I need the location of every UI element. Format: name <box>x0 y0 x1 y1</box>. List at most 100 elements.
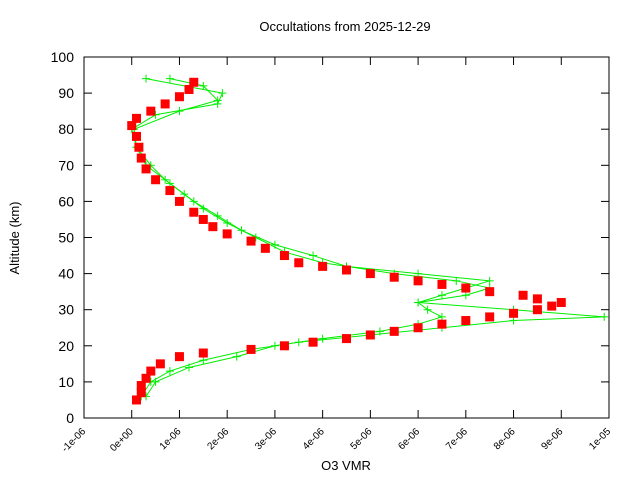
square-marker <box>208 222 218 232</box>
square-marker <box>413 323 423 333</box>
plus-marker <box>165 74 174 83</box>
y-tick-label: 20 <box>58 338 74 354</box>
square-marker <box>485 287 495 297</box>
x-tick-label: 7e-06 <box>444 426 470 452</box>
plus-marker <box>509 316 518 325</box>
square-marker <box>136 153 146 163</box>
plus-marker <box>218 89 227 98</box>
plus-marker <box>151 377 160 386</box>
y-tick-label: 100 <box>51 49 75 65</box>
square-marker <box>389 272 399 282</box>
chart-title: Occultations from 2025-12-29 <box>259 19 430 34</box>
y-tick-label: 10 <box>58 374 74 390</box>
square-marker <box>279 251 289 261</box>
square-marker <box>413 276 423 286</box>
square-marker <box>165 186 175 196</box>
square-marker <box>279 341 289 351</box>
x-tick-label: 2e-06 <box>205 426 231 452</box>
square-marker <box>198 214 208 224</box>
y-tick-label: 60 <box>58 193 74 209</box>
x-tick-label: 4e-06 <box>301 426 327 452</box>
square-marker <box>532 305 542 315</box>
plus-marker <box>213 96 222 105</box>
plus-marker <box>180 190 189 199</box>
plus-marker <box>223 219 232 228</box>
plus-marker <box>175 107 184 116</box>
y-axis-label: Altitude (km) <box>7 202 22 275</box>
plus-marker <box>437 312 446 321</box>
plus-marker <box>423 305 432 314</box>
square-marker <box>294 258 304 268</box>
square-marker <box>509 308 519 318</box>
y-tick-label: 0 <box>66 410 74 426</box>
y-tick-label: 30 <box>58 302 74 318</box>
square-marker <box>437 279 447 289</box>
square-marker <box>155 359 165 369</box>
x-tick-label: 6e-06 <box>396 426 422 452</box>
square-marker <box>136 381 146 391</box>
square-marker <box>132 131 141 141</box>
plus-marker <box>199 81 208 90</box>
square-marker <box>365 330 375 340</box>
plus-marker <box>232 352 241 361</box>
plus-marker <box>142 74 151 83</box>
plus-marker <box>318 334 327 343</box>
plus-marker <box>600 312 609 321</box>
x-tick-label: 3e-06 <box>253 426 279 452</box>
square-marker <box>160 99 170 109</box>
plus-marker <box>199 356 208 365</box>
square-marker <box>174 352 184 362</box>
square-marker <box>198 348 208 358</box>
plus-marker <box>161 175 170 184</box>
square-marker <box>308 337 318 347</box>
plus-marker <box>199 204 208 213</box>
square-marker <box>134 142 144 152</box>
x-tick-label: 9e-06 <box>540 426 566 452</box>
square-marker <box>260 243 270 253</box>
square-marker <box>246 344 256 354</box>
square-marker <box>151 175 161 185</box>
y-tick-label: 70 <box>58 157 74 173</box>
square-marker <box>146 106 156 116</box>
plus-marker <box>461 291 470 300</box>
square-marker <box>132 113 141 123</box>
square-marker <box>556 297 566 307</box>
square-marker <box>485 312 495 322</box>
plus-marker <box>452 276 461 285</box>
square-marker <box>222 229 232 239</box>
square-marker <box>141 373 151 383</box>
square-marker <box>174 196 184 206</box>
x-tick-label: 5e-06 <box>349 426 375 452</box>
plus-marker <box>270 341 279 350</box>
plus-marker <box>485 276 494 285</box>
square-marker <box>518 290 528 300</box>
x-tick-label: 1e-05 <box>587 426 613 452</box>
square-marker <box>532 294 542 304</box>
square-marker <box>389 326 399 336</box>
x-tick-label: 0e+00 <box>108 426 136 454</box>
y-tick-label: 40 <box>58 266 74 282</box>
square-marker <box>127 121 137 131</box>
plus-marker <box>165 367 174 376</box>
square-marker <box>547 301 557 311</box>
square-marker <box>318 261 328 271</box>
square-marker <box>246 236 256 246</box>
x-axis-label: O3 VMR <box>321 458 371 473</box>
y-tick-label: 90 <box>58 85 74 101</box>
square-marker <box>189 77 199 87</box>
square-marker <box>146 366 156 376</box>
profile-line <box>133 78 492 397</box>
x-tick-label: 8e-06 <box>492 426 518 452</box>
y-tick-label: 80 <box>58 121 74 137</box>
plus-marker <box>185 363 193 372</box>
square-marker <box>437 319 447 329</box>
square-marker <box>342 334 351 344</box>
square-marker <box>132 395 141 405</box>
square-marker <box>184 84 194 94</box>
square-marker <box>342 265 351 275</box>
square-marker <box>141 164 151 174</box>
square-marker <box>461 316 471 326</box>
plus-marker <box>437 291 446 300</box>
